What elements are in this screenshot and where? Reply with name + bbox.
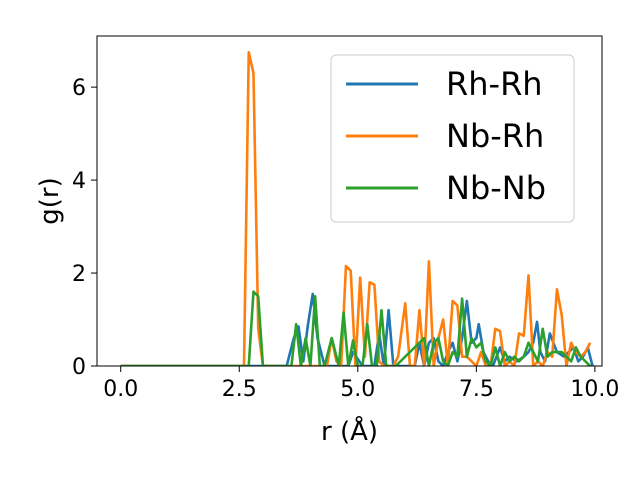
legend-box <box>330 54 575 223</box>
y-tick-label: 2 <box>72 262 86 287</box>
axes-layer: 0.0 2.5 5.0 7.5 10.0 0 2 4 6 <box>72 35 619 402</box>
x-tick-label: 0.0 <box>103 377 138 402</box>
x-tick-label: 7.5 <box>459 377 494 402</box>
x-tick-label: 10.0 <box>570 377 619 402</box>
legend-label-nb-rh: Nb-Rh <box>446 117 544 155</box>
series-layer <box>120 50 594 366</box>
legend-label-nb-nb: Nb-Nb <box>446 169 546 207</box>
y-tick-label: 6 <box>72 76 86 101</box>
x-axis-label: r (Å) <box>321 415 378 447</box>
x-tick-label: 2.5 <box>222 377 257 402</box>
legend-label-rh-rh: Rh-Rh <box>446 65 543 103</box>
series-line-nb-nb <box>120 290 592 366</box>
y-tick-label: 0 <box>72 355 86 380</box>
y-axis-label: g(r) <box>35 177 65 224</box>
x-tick-label: 5.0 <box>340 377 375 402</box>
legend: Rh-Rh Nb-Rh Nb-Nb <box>330 54 575 223</box>
y-tick-label: 4 <box>72 169 86 194</box>
series-line-nb-rh <box>120 50 592 366</box>
plot-frame <box>96 35 603 367</box>
